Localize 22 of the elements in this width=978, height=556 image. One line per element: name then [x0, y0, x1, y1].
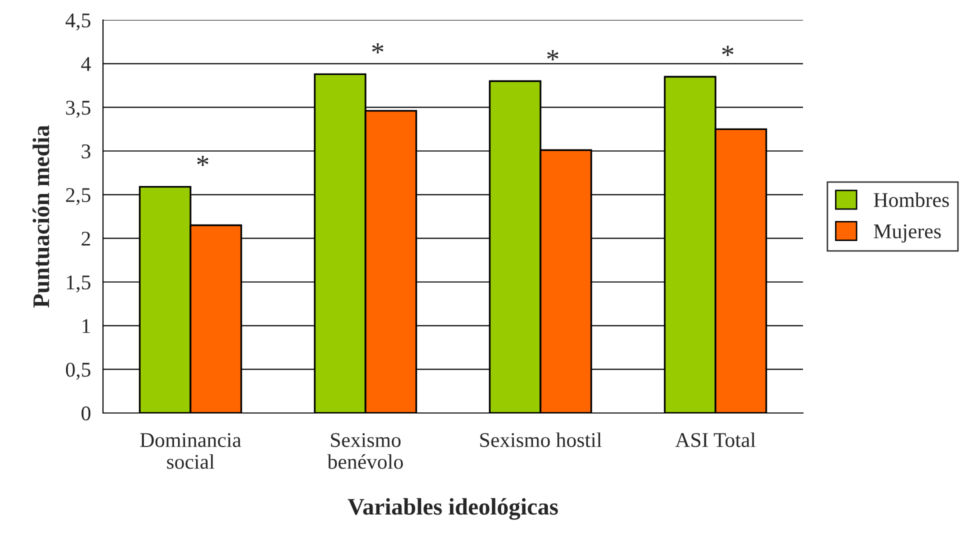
annotation: * — [372, 43, 384, 54]
y-tick-label: 4 — [81, 57, 91, 71]
y-tick-label: 0,5 — [66, 362, 90, 380]
y-tick-label: 2,5 — [66, 188, 90, 206]
x-tick-label: Dominancia social — [140, 433, 242, 469]
y-tick-label: 1,5 — [66, 275, 90, 292]
x-axis-title: Variables ideológicas — [348, 498, 558, 520]
y-tick-label: 2 — [82, 232, 90, 246]
legend-label: Hombres — [874, 192, 949, 208]
annotation: * — [547, 50, 558, 60]
annotation: * — [722, 46, 734, 56]
y-axis-title: Puntuación media — [32, 125, 50, 308]
y-tick-label: 4,5 — [66, 14, 90, 30]
annotation: * — [197, 156, 208, 166]
legend-label: Mujeres — [874, 224, 941, 243]
x-tick-label: Sexismo hostil — [480, 432, 602, 448]
y-tick-label: 3,5 — [66, 100, 90, 118]
x-tick-label: ASI Total — [675, 432, 756, 448]
y-tick-label: 1 — [82, 319, 90, 333]
y-tick-label: 0 — [82, 406, 90, 420]
x-tick-label: Sexismo benévolo — [327, 433, 403, 469]
y-tick-label: 3 — [82, 144, 90, 158]
